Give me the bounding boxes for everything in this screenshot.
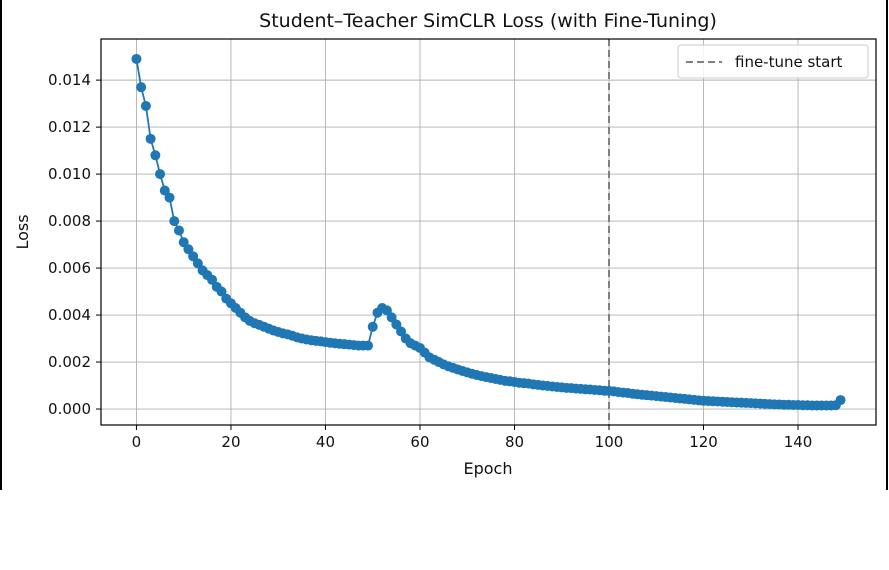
y-tick-label: 0.006	[48, 259, 91, 277]
y-tick-label: 0.008	[48, 212, 91, 230]
loss-data-point	[173, 225, 184, 236]
y-tick-label: 0.004	[48, 306, 91, 324]
right-frame-edge	[886, 0, 888, 490]
loss-data-point	[136, 82, 147, 93]
loss-data-point	[216, 286, 227, 297]
x-tick-label: 60	[410, 433, 429, 451]
loss-data-point	[159, 185, 170, 196]
x-tick-label: 20	[221, 433, 240, 451]
loss-data-point	[835, 395, 846, 406]
loss-data-point	[381, 305, 392, 316]
x-tick-label: 120	[689, 433, 718, 451]
loss-data-point	[207, 274, 218, 285]
loss-data-point	[183, 244, 194, 255]
loss-data-point	[164, 192, 175, 203]
legend-box	[677, 44, 869, 79]
loss-data-point	[155, 169, 166, 180]
chart-title: Student–Teacher SimCLR Loss (with Fine-T…	[259, 10, 717, 32]
loss-data-point	[169, 216, 180, 227]
plot-frame	[100, 38, 877, 426]
loss-data-point	[391, 319, 402, 330]
x-tick-label: 80	[505, 433, 524, 451]
left-frame-edge	[0, 0, 2, 490]
y-tick-label: 0.010	[48, 165, 91, 183]
y-tick-label: 0.014	[48, 71, 91, 89]
x-tick-label: 0	[132, 433, 142, 451]
y-tick-label: 0.012	[48, 118, 91, 136]
loss-data-point	[192, 258, 203, 269]
grid-lines	[101, 39, 876, 425]
loss-data-point	[131, 53, 142, 64]
y-tick-label: 0.002	[48, 353, 91, 371]
loss-data-point	[362, 340, 373, 351]
series-layer	[131, 53, 846, 411]
legend-label-fine-tune-start: fine-tune start	[735, 53, 843, 71]
tick-layer: 0 20 40 60 80 100 120 140 0.000 0.002 0.004 0.006 0.…	[48, 71, 812, 451]
x-axis-label: Epoch	[464, 459, 513, 478]
loss-data-point	[188, 251, 199, 262]
loss-data-point	[178, 237, 189, 248]
loss-data-point	[140, 100, 151, 111]
loss-data-point	[150, 150, 161, 161]
x-tick-label: 40	[316, 433, 335, 451]
loss-data-point	[386, 312, 397, 323]
x-tick-label: 100	[595, 433, 624, 451]
loss-data-point	[145, 133, 156, 144]
x-tick-label: 140	[784, 433, 813, 451]
loss-data-point	[396, 326, 407, 337]
loss-data-point	[367, 321, 378, 332]
legend: fine-tune start	[677, 44, 869, 79]
y-axis-label: Loss	[13, 214, 32, 249]
loss-series-line	[135, 58, 842, 407]
y-tick-label: 0.000	[48, 400, 91, 418]
